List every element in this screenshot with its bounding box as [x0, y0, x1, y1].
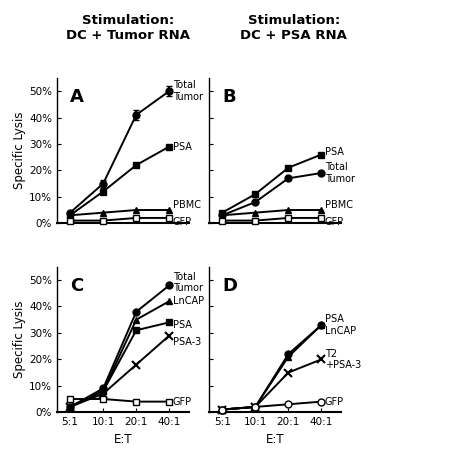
X-axis label: E:T: E:T: [266, 433, 284, 446]
Text: Total
Tumor: Total Tumor: [325, 162, 355, 184]
Text: A: A: [70, 88, 84, 106]
Y-axis label: Specific Lysis: Specific Lysis: [13, 301, 26, 378]
Text: GFP: GFP: [325, 217, 344, 227]
Text: GFP: GFP: [173, 397, 192, 407]
X-axis label: E:T: E:T: [114, 433, 132, 446]
Text: C: C: [70, 277, 83, 295]
Y-axis label: Specific Lysis: Specific Lysis: [13, 112, 26, 189]
Text: Stimulation:
DC + PSA RNA: Stimulation: DC + PSA RNA: [240, 14, 347, 42]
Text: Total
Tumor: Total Tumor: [173, 80, 202, 102]
Text: LnCAP: LnCAP: [173, 296, 204, 306]
Text: PBMC: PBMC: [325, 200, 353, 210]
Text: PSA: PSA: [173, 320, 191, 330]
Text: GFP: GFP: [325, 397, 344, 407]
Text: PSA-3: PSA-3: [173, 337, 201, 347]
Text: PSA: PSA: [325, 147, 344, 157]
Text: PBMC: PBMC: [173, 200, 201, 210]
Text: T2
+PSA-3: T2 +PSA-3: [325, 349, 361, 370]
Text: PSA
LnCAP: PSA LnCAP: [325, 314, 356, 336]
Text: PSA: PSA: [173, 142, 191, 152]
Text: Total
Tumor: Total Tumor: [173, 272, 202, 294]
Text: B: B: [222, 88, 236, 106]
Text: Stimulation:
DC + Tumor RNA: Stimulation: DC + Tumor RNA: [66, 14, 190, 42]
Text: GFP: GFP: [173, 217, 192, 227]
Text: D: D: [222, 277, 237, 295]
